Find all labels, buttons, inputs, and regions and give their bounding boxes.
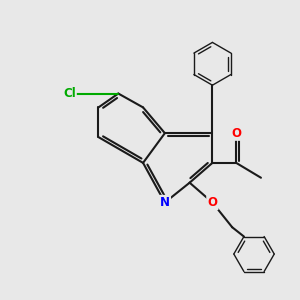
Text: O: O xyxy=(231,127,241,140)
Text: O: O xyxy=(207,196,218,209)
Text: N: N xyxy=(160,196,170,209)
Text: Cl: Cl xyxy=(63,87,76,100)
